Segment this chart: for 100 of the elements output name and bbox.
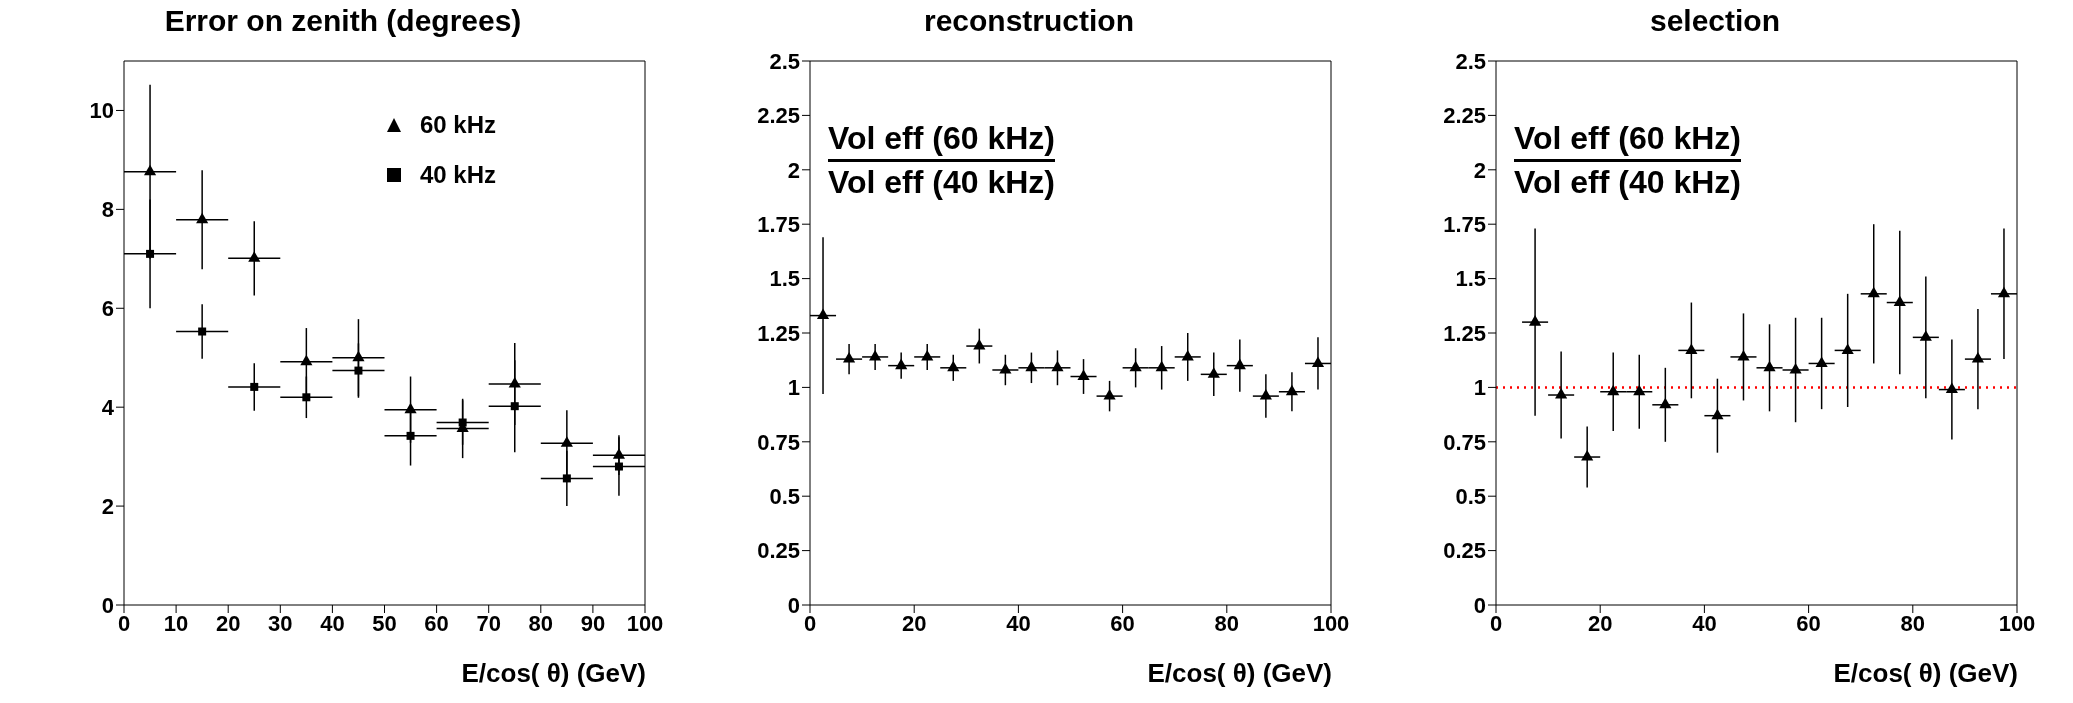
x-tick-label: 20 <box>1587 610 1613 636</box>
point <box>458 418 467 427</box>
point <box>1945 382 1958 394</box>
y-tick-label: 0.5 <box>1455 484 1486 510</box>
point <box>196 212 209 224</box>
point <box>1711 408 1724 420</box>
point <box>404 402 417 414</box>
point <box>1311 356 1325 367</box>
y-tick-label: 4 <box>101 394 115 420</box>
chart-title: selection <box>1648 4 1782 38</box>
point <box>1815 356 1828 367</box>
point <box>510 402 519 411</box>
point <box>895 358 908 370</box>
y-tick-label: 2 <box>101 493 114 519</box>
point <box>1555 388 1568 399</box>
point <box>614 462 623 471</box>
point <box>1633 384 1646 396</box>
point <box>1103 389 1116 400</box>
x-tick-label: 80 <box>1214 610 1240 636</box>
point <box>1181 349 1194 361</box>
y-tick-label: 1.5 <box>769 266 800 292</box>
y-tick-label: 6 <box>101 296 114 322</box>
x-tick-label: 60 <box>1796 610 1821 636</box>
point <box>1155 360 1168 372</box>
y-tick-label: 1 <box>787 375 800 401</box>
x-tick-label: 40 <box>1692 610 1717 636</box>
y-tick-label: 1.75 <box>757 212 800 238</box>
y-tick-label: 10 <box>89 98 114 124</box>
point <box>300 354 313 366</box>
point <box>1997 286 2011 298</box>
point <box>508 376 521 388</box>
x-axis-title: E/cos( θ) (GeV) <box>461 658 646 689</box>
point <box>352 350 365 362</box>
y-tick-label: 2.25 <box>1443 103 1486 129</box>
point <box>143 164 157 176</box>
y-tick-label: 0.5 <box>769 484 800 510</box>
point <box>869 349 882 361</box>
y-tick-label: 0.75 <box>1443 429 1486 455</box>
point <box>248 251 261 262</box>
x-axis-title: E/cos( θ) (GeV) <box>1147 658 1332 689</box>
y-tick-label: 2 <box>787 157 800 183</box>
point <box>250 382 259 391</box>
point <box>1129 360 1142 372</box>
x-tick-label: 60 <box>1110 610 1135 636</box>
point <box>1285 384 1298 396</box>
point <box>1919 330 1932 341</box>
x-tick-label: 80 <box>1900 610 1926 636</box>
y-tick-label: 1.75 <box>1443 212 1486 238</box>
point <box>146 249 155 258</box>
x-tick-label: 0 <box>1489 610 1503 636</box>
x-axis-title: E/cos( θ) (GeV) <box>1833 658 2018 689</box>
x-tick-label: 20 <box>215 610 241 636</box>
point <box>198 327 207 336</box>
y-tick-label: 2 <box>1473 157 1486 183</box>
point <box>612 448 626 459</box>
point <box>406 431 415 440</box>
y-tick-label: 1 <box>1473 375 1486 401</box>
point <box>1607 384 1620 396</box>
point <box>1207 367 1220 378</box>
annotation: Vol eff (40 kHz) <box>828 164 1055 201</box>
y-tick-label: 0 <box>101 592 114 618</box>
y-tick-label: 0.25 <box>757 538 800 564</box>
x-tick-label: 40 <box>320 610 345 636</box>
y-tick-label: 8 <box>101 197 114 223</box>
x-tick-label: 50 <box>372 610 397 636</box>
point <box>1893 295 1906 307</box>
annotation: Vol eff (60 kHz) <box>1514 120 1741 157</box>
point <box>354 366 363 375</box>
x-tick-label: 90 <box>580 610 606 636</box>
x-tick-label: 100 <box>626 610 664 636</box>
y-tick-label: 0.25 <box>1443 538 1486 564</box>
point <box>562 474 571 483</box>
annotation: Vol eff (40 kHz) <box>1514 164 1741 201</box>
point <box>1971 352 1984 363</box>
point <box>816 308 830 320</box>
point <box>1529 315 1542 326</box>
y-tick-label: 2.5 <box>769 48 800 74</box>
y-tick-label: 0.75 <box>757 429 800 455</box>
x-tick-label: 10 <box>163 610 189 636</box>
annotation: Vol eff (60 kHz) <box>828 120 1055 157</box>
chart-title: reconstruction <box>923 4 1135 38</box>
x-tick-label: 20 <box>901 610 927 636</box>
x-tick-label: 0 <box>117 610 131 636</box>
chart-title: Error on zenith (degrees) <box>163 4 523 38</box>
point <box>973 339 986 350</box>
x-tick-label: 0 <box>803 610 817 636</box>
y-tick-label: 1.25 <box>1443 320 1486 346</box>
x-tick-label: 70 <box>476 610 501 636</box>
point <box>1051 360 1064 372</box>
legend-label: 40 kHz <box>419 161 496 189</box>
point <box>843 352 856 363</box>
point <box>1233 358 1246 370</box>
point <box>1077 369 1090 381</box>
point <box>560 436 573 447</box>
point <box>302 393 311 402</box>
y-tick-label: 1.25 <box>757 320 800 346</box>
point <box>921 349 934 361</box>
point <box>947 360 960 372</box>
x-tick-label: 100 <box>1998 610 2036 636</box>
point <box>1685 343 1698 354</box>
